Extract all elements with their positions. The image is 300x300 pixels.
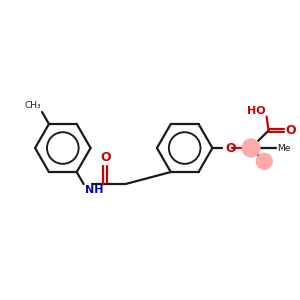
Circle shape [256, 153, 272, 169]
Text: NH: NH [85, 185, 103, 195]
Text: O: O [225, 142, 236, 154]
Text: O: O [285, 124, 296, 137]
Circle shape [242, 139, 260, 157]
Text: O: O [100, 151, 111, 164]
Text: CH₃: CH₃ [24, 101, 41, 110]
Text: HO: HO [247, 106, 266, 116]
Text: Me: Me [277, 143, 290, 152]
